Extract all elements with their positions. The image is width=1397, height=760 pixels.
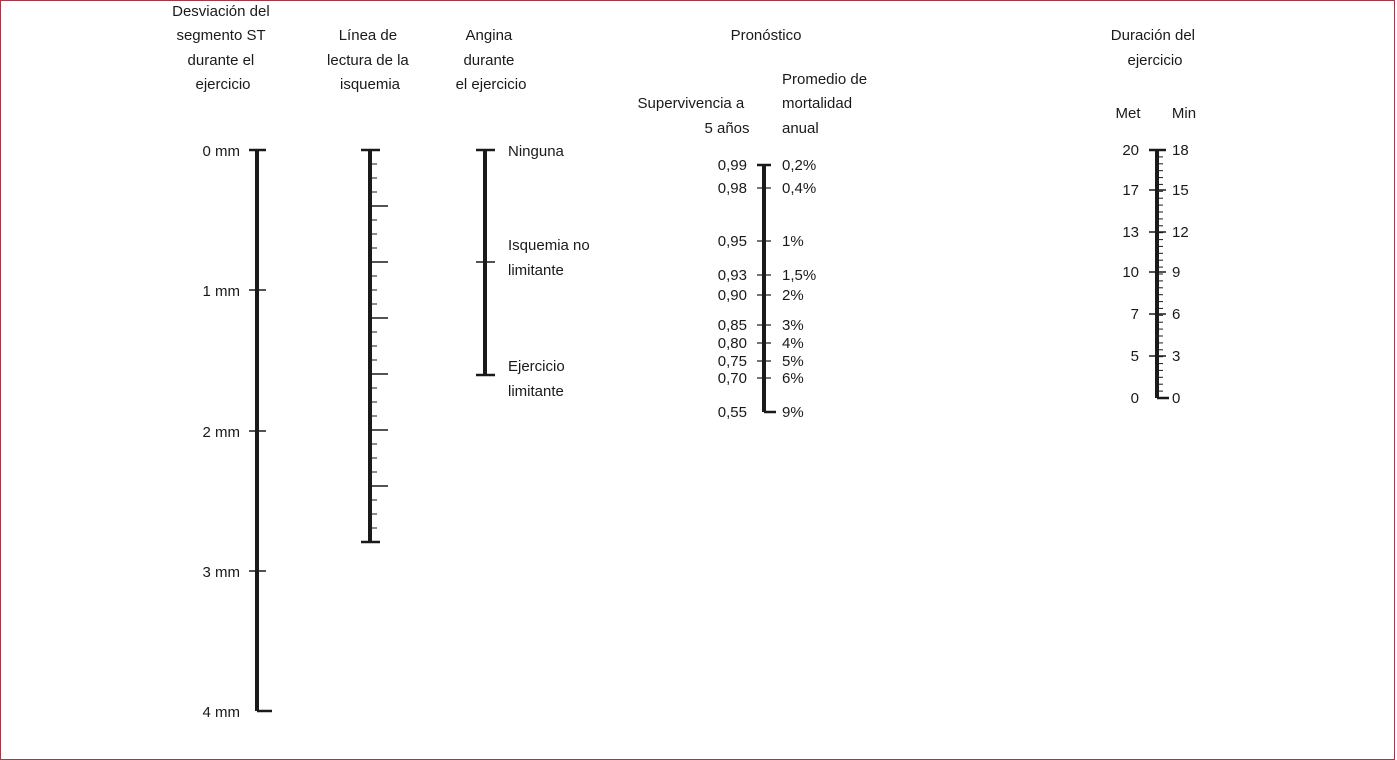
angina-header-line: Angina [466, 27, 513, 44]
min-tick-label: 0 [1172, 390, 1180, 407]
mortality-header-line: mortalidad [782, 95, 852, 112]
exercise-duration-scale: Duración del ejercicio Met Min 20 18 17 15 1… [1111, 27, 1199, 407]
survival-header-line: 5 años [704, 120, 749, 137]
angina-level-line: limitante [508, 383, 564, 400]
mortality-tick-label: 0,4% [782, 180, 816, 197]
survival-tick-label: 0,85 [718, 317, 747, 334]
survival-tick-label: 0,80 [718, 335, 747, 352]
met-tick-label: 5 [1131, 348, 1139, 365]
min-tick-label: 18 [1172, 142, 1189, 159]
prognosis-scale: Pronóstico Supervivencia a 5 años Promed… [638, 27, 871, 421]
mortality-tick-label: 5% [782, 353, 804, 370]
mortality-tick-label: 1,5% [782, 267, 816, 284]
met-tick-label: 7 [1131, 306, 1139, 323]
mortality-tick-label: 0,2% [782, 157, 816, 174]
exercise-duration-header: Duración del ejercicio [1111, 27, 1199, 69]
mortality-tick-label: 1% [782, 233, 804, 250]
mortality-tick-label: 4% [782, 335, 804, 352]
st-deviation-header-line: ejercicio [195, 76, 250, 93]
met-tick-label: 0 [1131, 390, 1139, 407]
angina-level-line: Isquemia no [508, 237, 590, 254]
mortality-header-line: anual [782, 120, 819, 137]
min-tick-label: 9 [1172, 264, 1180, 281]
angina-level-limiting: Ejercicio limitante [508, 358, 569, 400]
st-deviation-tick-label: 4 mm [203, 704, 241, 721]
angina-level-line: limitante [508, 262, 564, 279]
survival-tick-label: 0,99 [718, 157, 747, 174]
ischemia-reading-header-line: Línea de [339, 27, 397, 44]
ischemia-reading-header-line: isquemia [340, 76, 401, 93]
min-tick-label: 12 [1172, 224, 1189, 241]
min-tick-label: 15 [1172, 182, 1189, 199]
met-tick-label: 20 [1122, 142, 1139, 159]
survival-tick-label: 0,55 [718, 404, 747, 421]
survival-tick-label: 0,70 [718, 370, 747, 387]
angina-header-line: durante [463, 52, 514, 69]
angina-level-nonlimiting: Isquemia no limitante [508, 237, 594, 279]
mortality-tick-label: 3% [782, 317, 804, 334]
st-deviation-header-line: durante el [188, 52, 255, 69]
angina-level-line: Ejercicio [508, 358, 565, 375]
ischemia-reading-ticks [370, 163, 388, 529]
survival-tick-label: 0,98 [718, 180, 747, 197]
met-tick-label: 13 [1122, 224, 1139, 241]
angina-header: Angina durante el ejercicio [456, 27, 527, 93]
met-tick-label: 17 [1122, 182, 1139, 199]
survival-header: Supervivencia a 5 años [638, 95, 750, 137]
st-deviation-tick-label: 1 mm [203, 283, 241, 300]
met-tick-label: 10 [1122, 264, 1139, 281]
ischemia-reading-header-line: lectura de la [327, 52, 409, 69]
mortality-tick-label: 9% [782, 404, 804, 421]
min-tick-label: 6 [1172, 306, 1180, 323]
exercise-duration-header-line: Duración del [1111, 27, 1195, 44]
min-tick-label: 3 [1172, 348, 1180, 365]
survival-tick-label: 0,95 [718, 233, 747, 250]
angina-level-line: Ninguna [508, 143, 565, 160]
survival-tick-label: 0,93 [718, 267, 747, 284]
st-deviation-scale: Desviación del segmento ST durante el ej… [172, 3, 274, 721]
mortality-tick-label: 6% [782, 370, 804, 387]
survival-header-line: Supervivencia a [638, 95, 745, 112]
st-deviation-tick-label: 2 mm [203, 424, 241, 441]
st-deviation-header: Desviación del segmento ST durante el ej… [172, 3, 274, 93]
mortality-tick-label: 2% [782, 287, 804, 304]
duke-treadmill-nomogram: Desviación del segmento ST durante el ej… [172, 3, 1199, 721]
angina-level-none: Ninguna [508, 143, 565, 160]
exercise-duration-header-line: ejercicio [1127, 52, 1182, 69]
st-deviation-header-line: Desviación del [172, 3, 270, 20]
exercise-duration-ticks: 20 18 17 15 13 12 10 9 7 6 5 3 0 0 [1122, 142, 1188, 407]
angina-header-line: el ejercicio [456, 76, 527, 93]
angina-scale: Angina durante el ejercicio Ninguna Isqu… [456, 27, 594, 400]
exercise-duration-minor-ticks [1157, 156, 1163, 392]
min-header: Min [1172, 105, 1196, 122]
met-header: Met [1115, 105, 1141, 122]
prognosis-header: Pronóstico [731, 27, 802, 44]
survival-tick-label: 0,90 [718, 287, 747, 304]
prognosis-ticks: 0,99 0,2% 0,98 0,4% 0,95 1% 0,93 1,5% 0,90 2% 0,85… [718, 157, 816, 421]
ischemia-reading-line: Línea de lectura de la isquemia [327, 27, 413, 544]
ischemia-reading-header: Línea de lectura de la isquemia [327, 27, 413, 93]
st-deviation-tick-label: 0 mm [203, 143, 241, 160]
mortality-header-line: Promedio de [782, 71, 867, 88]
mortality-header: Promedio de mortalidad anual [782, 71, 871, 137]
st-deviation-header-line: segmento ST [176, 27, 265, 44]
survival-tick-label: 0,75 [718, 353, 747, 370]
st-deviation-tick-label: 3 mm [203, 564, 241, 581]
